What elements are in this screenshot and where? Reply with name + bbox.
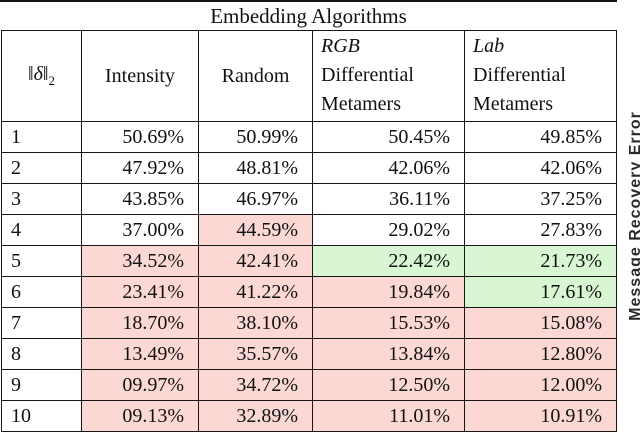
value-cell: 43.85% <box>81 183 199 215</box>
value-cell: 35.57% <box>198 338 313 370</box>
row-label-delta-norm: 7 <box>1 307 82 339</box>
value-cell: 12.80% <box>464 338 617 370</box>
header-row: ‖δ‖2 Intensity Random RGB Differential M… <box>1 30 617 122</box>
value-cell: 38.10% <box>198 307 313 339</box>
delta-symbol: δ <box>33 63 43 85</box>
value-cell: 50.45% <box>312 121 465 153</box>
norm-close: ‖ <box>42 63 49 85</box>
col-header-lab-differential-metamers: Lab Differential Metamers <box>464 30 617 122</box>
top-rule <box>0 0 617 2</box>
value-cell: 21.73% <box>464 245 617 277</box>
value-cell: 49.85% <box>464 121 617 153</box>
table-row: 4 37.00% 44.59% 29.02% 27.83% <box>1 214 617 246</box>
header-line: Metamers <box>473 93 553 115</box>
value-cell: 48.81% <box>198 152 313 184</box>
header-line: Metamers <box>321 93 401 115</box>
value-cell: 42.06% <box>312 152 465 184</box>
value-cell: 13.84% <box>312 338 465 370</box>
value-cell: 12.50% <box>312 369 465 401</box>
col-header-rgb-differential-metamers: RGB Differential Metamers <box>312 30 465 122</box>
value-cell: 22.42% <box>312 245 465 277</box>
value-cell: 42.41% <box>198 245 313 277</box>
row-label-delta-norm: 5 <box>1 245 82 277</box>
col-header-random: Random <box>198 30 313 122</box>
norm-open: ‖ <box>27 63 34 85</box>
value-cell: 32.89% <box>198 400 313 432</box>
value-cell: 19.84% <box>312 276 465 308</box>
row-label-delta-norm: 8 <box>1 338 82 370</box>
table-title: Embedding Algorithms <box>210 4 407 28</box>
norm-subscript: 2 <box>48 73 56 88</box>
value-cell: 09.97% <box>81 369 199 401</box>
value-cell: 17.61% <box>464 276 617 308</box>
value-cell: 12.00% <box>464 369 617 401</box>
value-cell: 36.11% <box>312 183 465 215</box>
side-axis-label: Message Recovery Error <box>627 111 640 321</box>
value-cell: 37.00% <box>81 214 199 246</box>
row-label-delta-norm: 6 <box>1 276 82 308</box>
value-cell: 42.06% <box>464 152 617 184</box>
value-cell: 23.41% <box>81 276 199 308</box>
value-cell: 18.70% <box>81 307 199 339</box>
value-cell: 37.25% <box>464 183 617 215</box>
row-label-delta-norm: 3 <box>1 183 82 215</box>
table-row: 10 09.13% 32.89% 11.01% 10.91% <box>1 400 617 432</box>
table-row: 3 43.85% 46.97% 36.11% 37.25% <box>1 183 617 215</box>
value-cell: 09.13% <box>81 400 199 432</box>
value-cell: 29.02% <box>312 214 465 246</box>
value-cell: 15.08% <box>464 307 617 339</box>
value-cell: 15.53% <box>312 307 465 339</box>
rgb-math-label: RGB <box>321 35 360 57</box>
table-row: 7 18.70% 38.10% 15.53% 15.08% <box>1 307 617 339</box>
value-cell: 46.97% <box>198 183 313 215</box>
value-cell: 41.22% <box>198 276 313 308</box>
value-cell: 27.83% <box>464 214 617 246</box>
value-cell: 47.92% <box>81 152 199 184</box>
table-row: 1 50.69% 50.99% 50.45% 49.85% <box>1 121 617 153</box>
row-label-delta-norm: 4 <box>1 214 82 246</box>
value-cell: 10.91% <box>464 400 617 432</box>
results-table: ‖δ‖2 Intensity Random RGB Differential M… <box>1 30 617 432</box>
value-cell: 34.52% <box>81 245 199 277</box>
col-header-intensity: Intensity <box>81 30 199 122</box>
table-body: 1 50.69% 50.99% 50.45% 49.85% 2 47.92% 48.81% 42… <box>1 121 617 432</box>
table-row: 6 23.41% 41.22% 19.84% 17.61% <box>1 276 617 308</box>
value-cell: 44.59% <box>198 214 313 246</box>
value-cell: 34.72% <box>198 369 313 401</box>
table-row: 5 34.52% 42.41% 22.42% 21.73% <box>1 245 617 277</box>
row-label-delta-norm: 1 <box>1 121 82 153</box>
header-line: Differential <box>321 64 414 86</box>
lab-math-label: Lab <box>473 35 505 57</box>
table-row: 8 13.49% 35.57% 13.84% 12.80% <box>1 338 617 370</box>
row-label-delta-norm: 2 <box>1 152 82 184</box>
value-cell: 11.01% <box>312 400 465 432</box>
table-row: 2 47.92% 48.81% 42.06% 42.06% <box>1 152 617 184</box>
header-line: Differential <box>473 64 566 86</box>
value-cell: 50.69% <box>81 121 199 153</box>
row-label-delta-norm: 9 <box>1 369 82 401</box>
table-row: 9 09.97% 34.72% 12.50% 12.00% <box>1 369 617 401</box>
col-header-delta-norm: ‖δ‖2 <box>1 30 82 122</box>
row-label-delta-norm: 10 <box>1 400 82 432</box>
value-cell: 13.49% <box>81 338 199 370</box>
value-cell: 50.99% <box>198 121 313 153</box>
